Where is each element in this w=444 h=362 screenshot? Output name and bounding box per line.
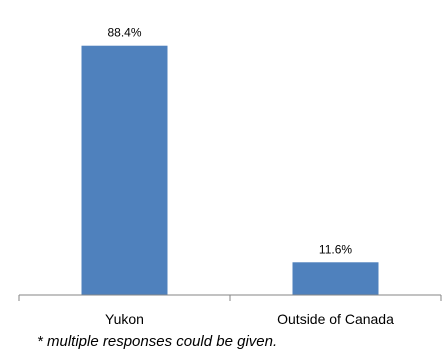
- bars: [81, 45, 379, 295]
- x-axis: Yukon Outside of Canada: [18, 294, 442, 327]
- footnote: * multiple responses could be given.: [37, 333, 278, 350]
- x-tick-label: Outside of Canada: [277, 311, 394, 327]
- data-label: 88.4%: [107, 26, 141, 40]
- data-labels: 88.4% 11.6%: [107, 26, 352, 257]
- data-label: 11.6%: [319, 242, 352, 256]
- bar-outside-of-canada: [292, 262, 379, 295]
- x-tick-label: Yukon: [105, 311, 144, 327]
- bar-yukon: [81, 45, 168, 295]
